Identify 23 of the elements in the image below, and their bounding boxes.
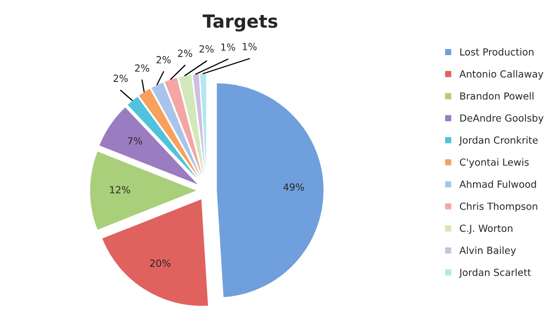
data-label: 1% (221, 43, 236, 51)
legend-label: Ahmad Fulwood (459, 180, 536, 188)
chart-title: Targets (202, 14, 278, 32)
legend-label: Lost Production (460, 48, 534, 56)
data-label: 12% (110, 186, 130, 194)
data-label: 2% (178, 50, 192, 57)
legend-label: DeAndre Goolsby (460, 114, 544, 124)
legend-label: Jordan Scarlett (458, 268, 531, 278)
legend-label: C.J. Worton (460, 224, 512, 234)
data-label: 2% (114, 74, 128, 82)
data-label: 7% (128, 137, 142, 145)
data-label: 2% (135, 64, 150, 72)
legend-label: Jordan Cronkrite (458, 136, 538, 146)
data-label: 1% (242, 42, 257, 50)
legend-label: Chris Thompson (460, 202, 538, 212)
data-label: 2% (156, 56, 171, 64)
legend-label: Brandon Powell (460, 92, 534, 100)
legend-label: Antonio Callaway (459, 70, 544, 80)
data-label: 49% (283, 183, 304, 191)
legend-label: Alvin Bailey (459, 246, 516, 256)
legend-label: C'yontai Lewis (460, 158, 529, 168)
data-label: 2% (199, 45, 214, 53)
data-label: 20% (150, 260, 170, 267)
